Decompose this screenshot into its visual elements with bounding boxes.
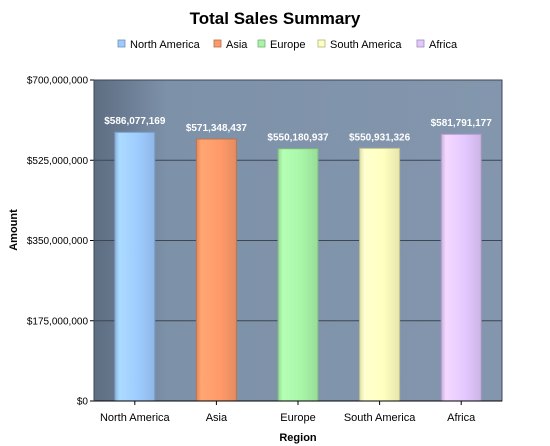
y-tick-label: $0	[77, 397, 89, 408]
y-tick-label: $350,000,000	[27, 236, 89, 247]
legend-swatch	[117, 39, 126, 48]
x-tick-label: Asia	[206, 412, 228, 424]
x-tick-label: South America	[344, 412, 416, 424]
bar	[359, 147, 401, 402]
x-axis-ticks: North America Asia Europe South America Afri…	[100, 401, 476, 424]
bar	[114, 131, 156, 402]
bar	[440, 133, 482, 402]
legend-label: Africa	[429, 39, 458, 51]
legend-swatch	[317, 39, 326, 48]
legend-label: Asia	[226, 39, 248, 51]
y-tick-label: $175,000,000	[27, 316, 89, 327]
data-label: $571,348,437	[186, 123, 248, 134]
chart-title: Total Sales Summary	[190, 9, 361, 28]
x-tick-label: North America	[100, 412, 171, 424]
x-tick-label: Africa	[447, 412, 476, 424]
legend: North America Asia Europe South America Afri…	[117, 39, 458, 51]
legend-swatch	[257, 39, 266, 48]
legend-label: Europe	[270, 39, 305, 51]
bars	[114, 131, 482, 402]
y-tick-label: $700,000,000	[27, 76, 89, 87]
x-axis-label: Region	[279, 432, 317, 444]
data-label: $586,077,169	[104, 116, 166, 127]
y-axis-ticks: $0 $175,000,000 $350,000,000 $525,000,000 $7…	[27, 76, 94, 408]
bar	[277, 148, 319, 402]
bar	[195, 138, 237, 402]
x-tick-label: Europe	[280, 412, 315, 424]
legend-swatch	[416, 39, 425, 48]
y-tick-label: $525,000,000	[27, 156, 89, 167]
legend-label: South America	[330, 39, 402, 51]
legend-swatch	[213, 39, 222, 48]
data-label: $581,791,177	[431, 118, 493, 129]
data-label: $550,931,326	[349, 132, 411, 143]
data-labels: $586,077,169 $571,348,437 $550,180,937 $550…	[104, 116, 492, 143]
y-axis-label: Amount	[8, 209, 20, 251]
data-label: $550,180,937	[267, 133, 329, 144]
legend-label: North America	[130, 39, 201, 51]
